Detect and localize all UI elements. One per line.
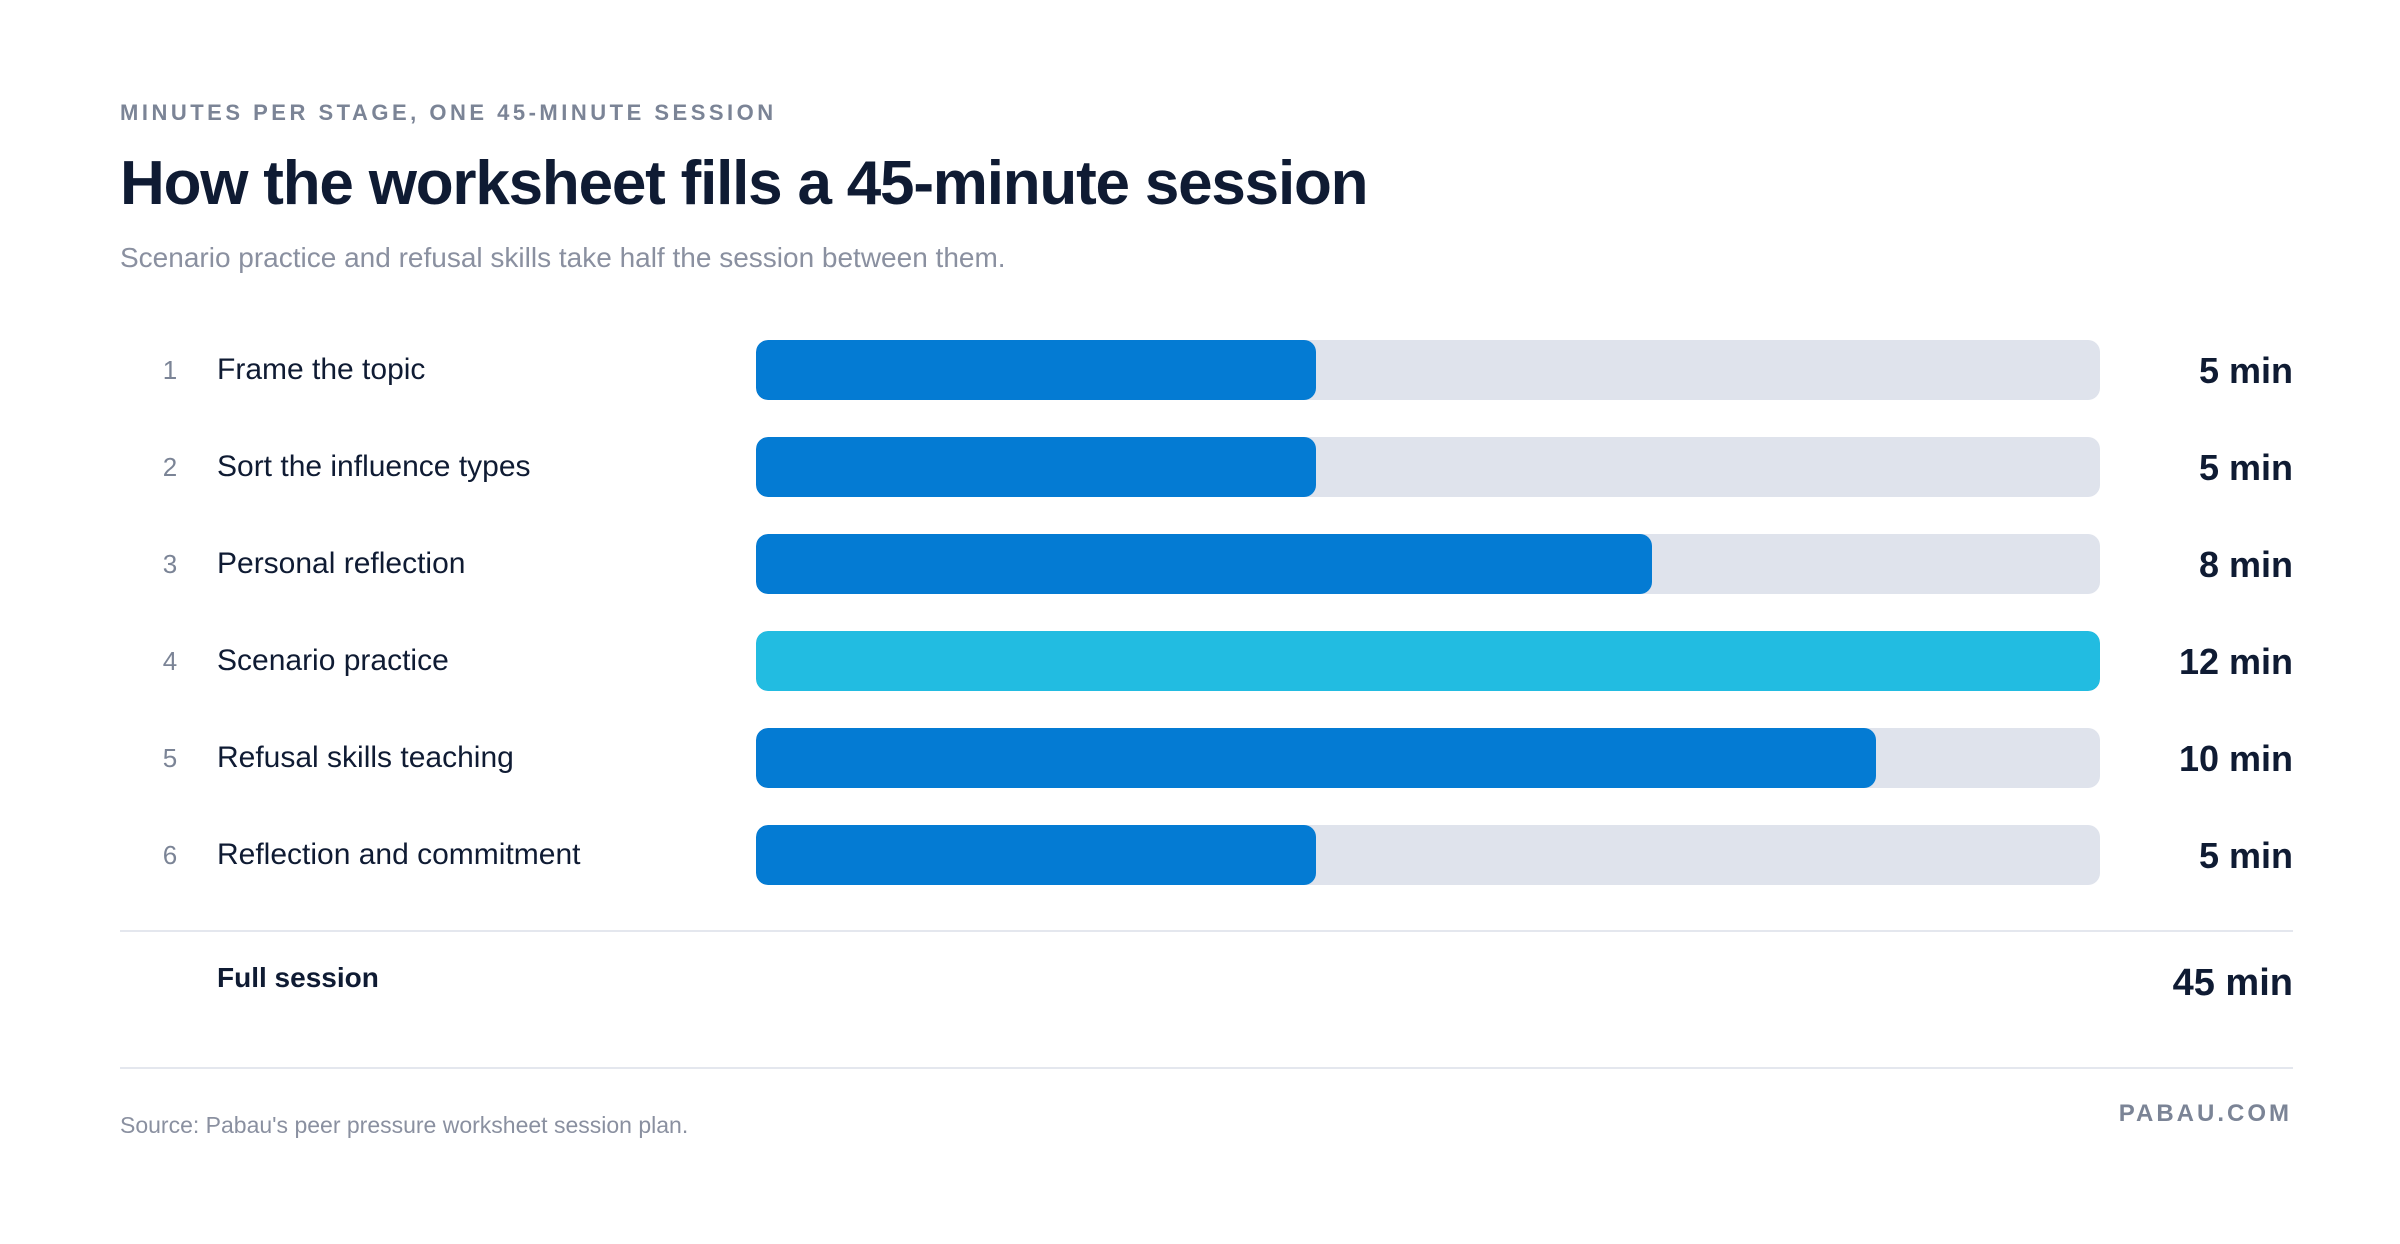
chart-kicker: MINUTES PER STAGE, ONE 45-MINUTE SESSION <box>120 100 777 125</box>
value-label: 5 min <box>2198 350 2293 391</box>
category-label: Scenario practice <box>217 644 449 677</box>
bar <box>756 534 1652 594</box>
bar <box>756 340 1316 400</box>
row-number: 5 <box>162 743 178 773</box>
bar <box>756 825 1316 885</box>
row-number: 4 <box>162 646 178 676</box>
total-divider <box>120 930 2293 932</box>
value-label: 10 min <box>2178 738 2293 779</box>
total-label: Full session <box>217 962 379 993</box>
chart-subtitle: Scenario practice and refusal skills tak… <box>120 242 1006 273</box>
bar-row: 3 Personal reflection 8 min <box>0 534 2400 594</box>
total-value: 45 min <box>2172 962 2293 1004</box>
bar-track <box>756 534 2100 594</box>
category-label: Refusal skills teaching <box>217 741 514 774</box>
bar-row: 2 Sort the influence types 5 min <box>0 437 2400 497</box>
bar-track <box>756 340 2100 400</box>
bar <box>756 728 1876 788</box>
bar-track <box>756 437 2100 497</box>
row-number: 3 <box>162 549 178 579</box>
value-label: 5 min <box>2198 835 2293 876</box>
bar <box>756 631 2100 691</box>
bar <box>756 437 1316 497</box>
bar-row: 6 Reflection and commitment 5 min <box>0 825 2400 885</box>
bar-row: 4 Scenario practice 12 min <box>0 631 2400 691</box>
footer-divider <box>120 1067 2293 1069</box>
row-number: 6 <box>162 840 178 870</box>
bar-track <box>756 728 2100 788</box>
row-number: 2 <box>162 452 178 482</box>
value-label: 5 min <box>2198 447 2293 488</box>
value-label: 12 min <box>2178 641 2293 682</box>
bar-track <box>756 825 2100 885</box>
chart-title: How the worksheet fills a 45-minute sess… <box>120 149 1369 218</box>
bar-row: 5 Refusal skills teaching 10 min <box>0 728 2400 788</box>
category-label: Reflection and commitment <box>217 838 581 871</box>
bar-track <box>756 631 2100 691</box>
bar-row: 1 Frame the topic 5 min <box>0 340 2400 400</box>
category-label: Personal reflection <box>217 547 466 580</box>
source-note: Source: Pabau's peer pressure worksheet … <box>120 1112 689 1138</box>
brand-logo-text: PABAU.COM <box>2118 1100 2292 1127</box>
value-label: 8 min <box>2198 544 2293 585</box>
category-label: Sort the influence types <box>217 450 531 483</box>
category-label: Frame the topic <box>217 353 426 386</box>
row-number: 1 <box>162 355 178 385</box>
